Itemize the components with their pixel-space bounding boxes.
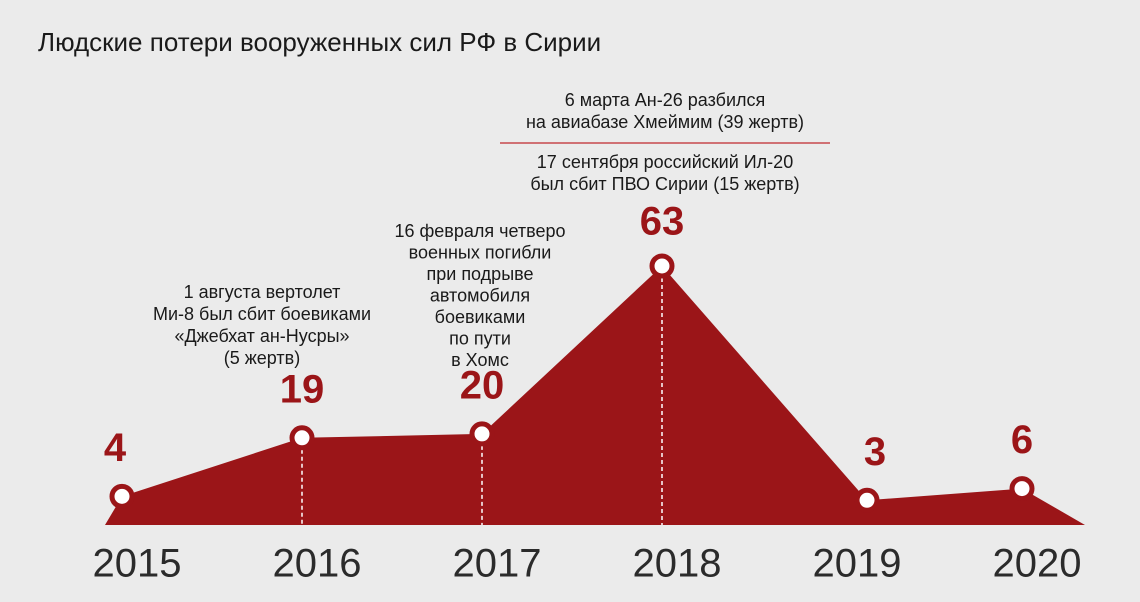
annotation: 1 августа вертолет [184, 282, 341, 302]
value-label: 6 [1011, 418, 1033, 462]
value-label: 3 [864, 430, 886, 474]
annotation: 6 марта Ан-26 разбился [565, 90, 766, 110]
x-tick-label: 2016 [273, 542, 362, 586]
x-tick-label: 2017 [453, 542, 542, 586]
point [1009, 476, 1035, 502]
point [469, 421, 495, 447]
point [109, 483, 135, 509]
annotation: по пути [449, 328, 511, 348]
area [105, 266, 1085, 525]
annotation: 17 сентября российский Ил-20 [537, 152, 793, 172]
annotation: (5 жертв) [224, 348, 300, 368]
annotation: автомобиля [430, 285, 530, 305]
value-label: 19 [280, 367, 325, 411]
annotation: был сбит ПВО Сирии (15 жертв) [530, 174, 799, 194]
annotation: при подрыве [427, 264, 534, 284]
annotation: на авиабазе Хмеймим (39 жертв) [526, 112, 804, 132]
value-label: 4 [104, 426, 127, 470]
annotation: Ми-8 был сбит боевиками [153, 304, 371, 324]
annotation: в Хомс [451, 350, 509, 370]
x-tick-label: 2015 [93, 542, 182, 586]
point [854, 487, 880, 513]
annotation: «Джебхат ан-Нусры» [174, 326, 349, 346]
value-label: 20 [460, 363, 505, 407]
x-tick-label: 2019 [813, 542, 902, 586]
x-tick-label: 2020 [993, 542, 1082, 586]
annotation: 16 февраля четверо [394, 221, 565, 241]
annotation: боевиками [435, 307, 526, 327]
point [649, 253, 675, 279]
point [289, 425, 315, 451]
annotation: военных погибли [409, 242, 552, 262]
x-tick-label: 2018 [633, 542, 722, 586]
value-label: 63 [640, 200, 685, 244]
chart-title: Людские потери вооруженных сил РФ в Сири… [38, 27, 601, 57]
